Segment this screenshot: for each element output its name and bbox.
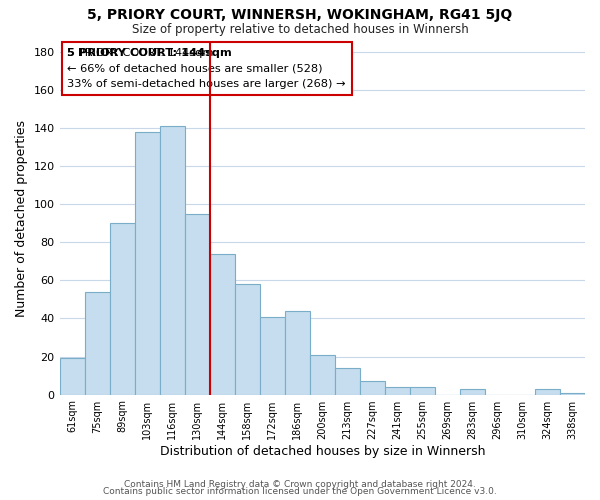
Bar xyxy=(260,316,285,394)
Bar xyxy=(335,368,360,394)
Bar xyxy=(134,132,160,394)
Bar xyxy=(385,387,410,394)
Bar xyxy=(560,392,585,394)
Text: Size of property relative to detached houses in Winnersh: Size of property relative to detached ho… xyxy=(131,22,469,36)
Bar xyxy=(235,284,260,395)
Bar xyxy=(360,382,385,394)
Bar xyxy=(310,354,335,395)
Bar xyxy=(535,389,560,394)
Bar xyxy=(185,214,209,394)
Text: Contains public sector information licensed under the Open Government Licence v3: Contains public sector information licen… xyxy=(103,487,497,496)
Bar xyxy=(110,224,134,394)
Bar xyxy=(160,126,185,394)
Text: 5, PRIORY COURT, WINNERSH, WOKINGHAM, RG41 5JQ: 5, PRIORY COURT, WINNERSH, WOKINGHAM, RG… xyxy=(88,8,512,22)
Bar xyxy=(410,387,435,394)
Y-axis label: Number of detached properties: Number of detached properties xyxy=(15,120,28,317)
Bar xyxy=(85,292,110,394)
Bar xyxy=(285,311,310,394)
Text: 5 PRIORY COURT: 144sqm
← 66% of detached houses are smaller (528)
33% of semi-de: 5 PRIORY COURT: 144sqm ← 66% of detached… xyxy=(67,48,346,89)
Text: Contains HM Land Registry data © Crown copyright and database right 2024.: Contains HM Land Registry data © Crown c… xyxy=(124,480,476,489)
Bar xyxy=(209,254,235,394)
Bar xyxy=(59,358,85,394)
Text: 5 PRIORY COURT: 144sqm: 5 PRIORY COURT: 144sqm xyxy=(67,48,232,58)
X-axis label: Distribution of detached houses by size in Winnersh: Distribution of detached houses by size … xyxy=(160,444,485,458)
Bar xyxy=(460,389,485,394)
